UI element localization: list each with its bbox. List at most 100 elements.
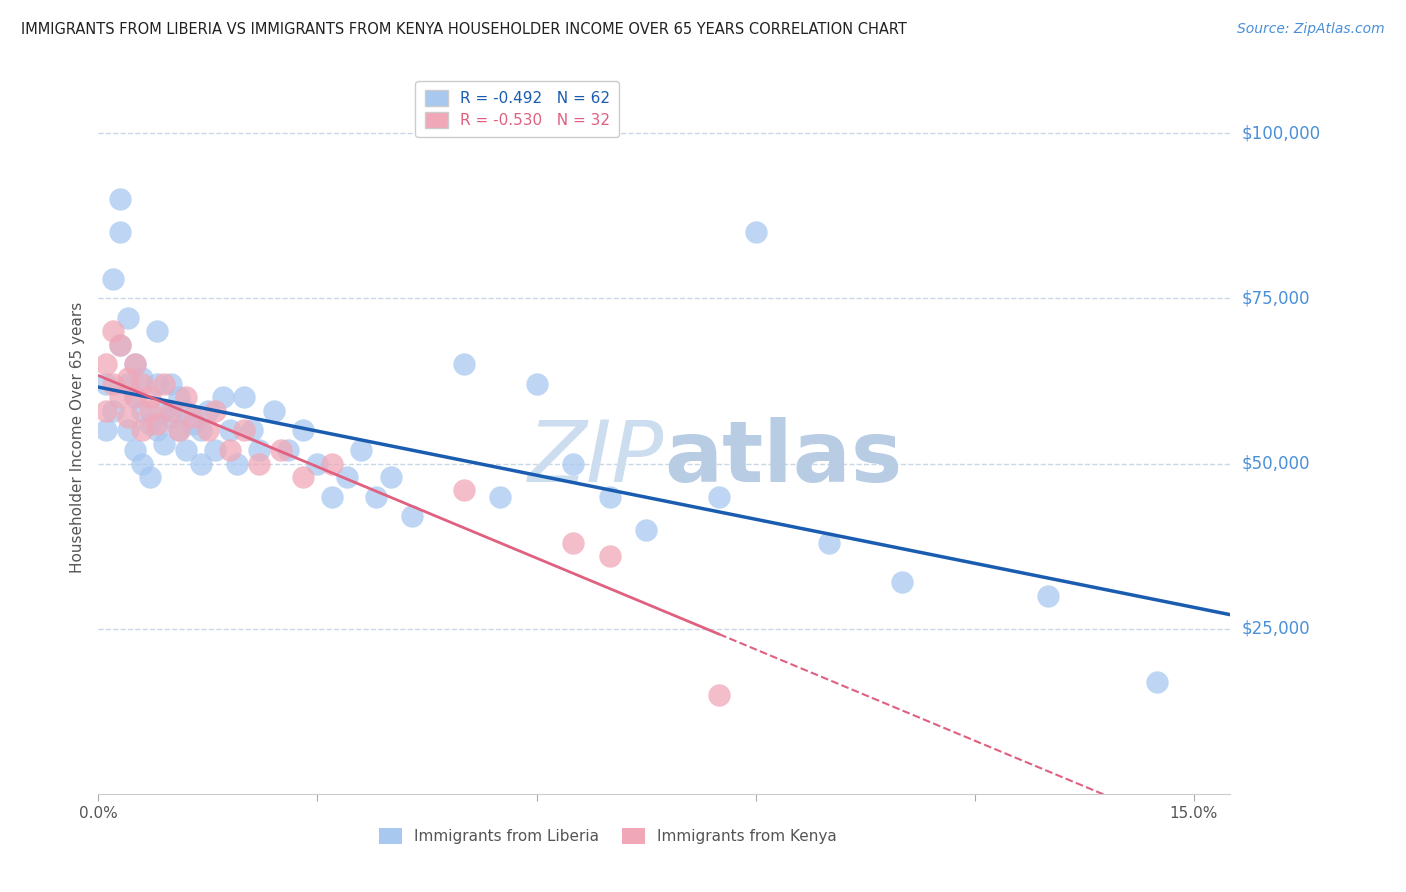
Point bbox=[138, 469, 160, 483]
Point bbox=[707, 490, 730, 504]
Point bbox=[124, 358, 146, 372]
Point bbox=[190, 424, 212, 438]
Point bbox=[167, 424, 190, 438]
Point bbox=[94, 424, 117, 438]
Point bbox=[453, 358, 475, 372]
Point bbox=[453, 483, 475, 497]
Point bbox=[707, 688, 730, 702]
Point bbox=[350, 443, 373, 458]
Point bbox=[138, 403, 160, 417]
Text: IMMIGRANTS FROM LIBERIA VS IMMIGRANTS FROM KENYA HOUSEHOLDER INCOME OVER 65 YEAR: IMMIGRANTS FROM LIBERIA VS IMMIGRANTS FR… bbox=[21, 22, 907, 37]
Point bbox=[117, 311, 139, 326]
Point bbox=[277, 443, 299, 458]
Text: $50,000: $50,000 bbox=[1241, 455, 1310, 473]
Point bbox=[174, 403, 197, 417]
Text: atlas: atlas bbox=[665, 417, 903, 500]
Point bbox=[307, 457, 329, 471]
Point bbox=[247, 443, 270, 458]
Legend: Immigrants from Liberia, Immigrants from Kenya: Immigrants from Liberia, Immigrants from… bbox=[373, 822, 842, 850]
Point bbox=[110, 192, 132, 206]
Point bbox=[380, 469, 402, 483]
Point bbox=[101, 377, 124, 392]
Point bbox=[160, 410, 183, 425]
Point bbox=[110, 337, 132, 351]
Point bbox=[562, 457, 585, 471]
Point bbox=[599, 490, 621, 504]
Point bbox=[117, 410, 139, 425]
Point bbox=[117, 377, 139, 392]
Point bbox=[636, 523, 658, 537]
Point bbox=[291, 469, 314, 483]
Point bbox=[247, 457, 270, 471]
Point bbox=[138, 391, 160, 405]
Point bbox=[131, 424, 153, 438]
Point bbox=[146, 377, 169, 392]
Point bbox=[190, 457, 212, 471]
Point bbox=[263, 403, 285, 417]
Point bbox=[364, 490, 387, 504]
Point bbox=[131, 403, 153, 417]
Text: $100,000: $100,000 bbox=[1241, 124, 1320, 142]
Point bbox=[110, 337, 132, 351]
Point bbox=[233, 424, 256, 438]
Point bbox=[124, 443, 146, 458]
Point bbox=[146, 324, 169, 338]
Point bbox=[160, 377, 183, 392]
Point bbox=[124, 391, 146, 405]
Point bbox=[101, 403, 124, 417]
Point bbox=[270, 443, 292, 458]
Point bbox=[160, 403, 183, 417]
Point bbox=[291, 424, 314, 438]
Point bbox=[94, 403, 117, 417]
Point bbox=[890, 575, 912, 590]
Point bbox=[526, 377, 548, 392]
Text: $25,000: $25,000 bbox=[1241, 620, 1310, 638]
Point bbox=[117, 370, 139, 384]
Point bbox=[1146, 674, 1168, 689]
Point bbox=[233, 391, 256, 405]
Point bbox=[110, 391, 132, 405]
Point bbox=[117, 424, 139, 438]
Point bbox=[124, 391, 146, 405]
Point bbox=[174, 391, 197, 405]
Point bbox=[562, 536, 585, 550]
Point bbox=[94, 358, 117, 372]
Point bbox=[211, 391, 233, 405]
Point bbox=[131, 457, 153, 471]
Point bbox=[183, 410, 205, 425]
Point bbox=[131, 377, 153, 392]
Point bbox=[94, 377, 117, 392]
Point bbox=[138, 417, 160, 431]
Point bbox=[110, 225, 132, 239]
Point bbox=[240, 424, 263, 438]
Point bbox=[153, 436, 176, 450]
Point bbox=[124, 358, 146, 372]
Point bbox=[174, 443, 197, 458]
Y-axis label: Householder Income Over 65 years: Householder Income Over 65 years bbox=[69, 301, 84, 573]
Point bbox=[167, 391, 190, 405]
Point bbox=[321, 490, 343, 504]
Point bbox=[101, 271, 124, 285]
Point bbox=[146, 417, 169, 431]
Point bbox=[817, 536, 839, 550]
Point bbox=[226, 457, 249, 471]
Point bbox=[321, 457, 343, 471]
Point bbox=[204, 443, 226, 458]
Point bbox=[599, 549, 621, 563]
Point bbox=[153, 403, 176, 417]
Text: Source: ZipAtlas.com: Source: ZipAtlas.com bbox=[1237, 22, 1385, 37]
Point bbox=[489, 490, 512, 504]
Point bbox=[146, 424, 169, 438]
Point bbox=[336, 469, 359, 483]
Point bbox=[401, 509, 423, 524]
Point bbox=[183, 417, 205, 431]
Text: ZIP: ZIP bbox=[529, 417, 665, 500]
Point bbox=[204, 403, 226, 417]
Point bbox=[101, 324, 124, 338]
Point bbox=[197, 403, 219, 417]
Point bbox=[744, 225, 766, 239]
Point bbox=[131, 370, 153, 384]
Point bbox=[153, 377, 176, 392]
Point bbox=[167, 424, 190, 438]
Point bbox=[197, 424, 219, 438]
